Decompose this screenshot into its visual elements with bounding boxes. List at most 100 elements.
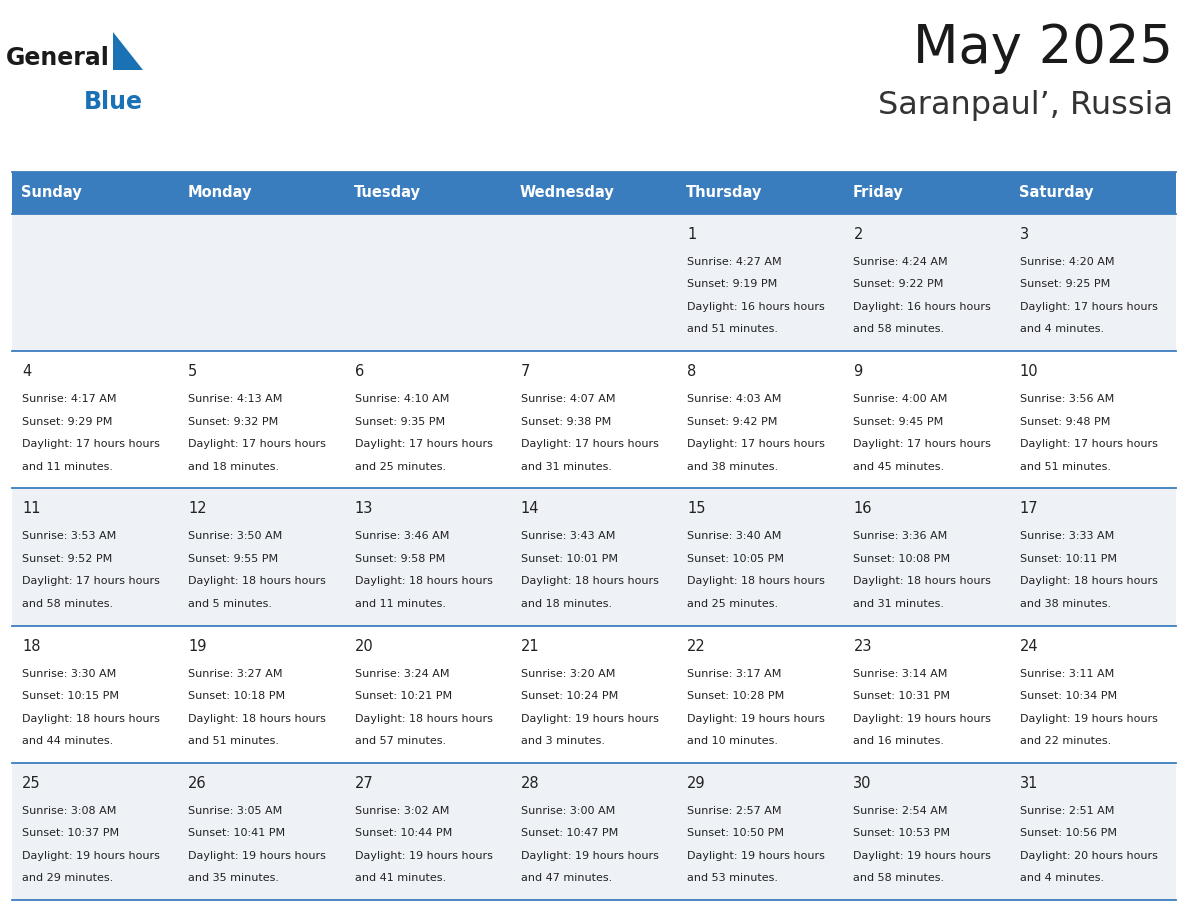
Text: 16: 16 xyxy=(853,501,872,517)
Bar xyxy=(843,214,1010,352)
Text: Sunset: 10:08 PM: Sunset: 10:08 PM xyxy=(853,554,950,564)
Text: Daylight: 19 hours hours: Daylight: 19 hours hours xyxy=(687,851,824,861)
Text: Sunrise: 4:07 AM: Sunrise: 4:07 AM xyxy=(520,394,615,404)
Text: 8: 8 xyxy=(687,364,696,379)
Bar xyxy=(345,214,511,352)
Text: 1: 1 xyxy=(687,227,696,242)
Text: and 29 minutes.: and 29 minutes. xyxy=(23,873,113,883)
Text: Sunrise: 4:10 AM: Sunrise: 4:10 AM xyxy=(354,394,449,404)
Bar xyxy=(511,763,677,900)
Text: 29: 29 xyxy=(687,776,706,790)
Text: Sunrise: 3:02 AM: Sunrise: 3:02 AM xyxy=(354,806,449,816)
Text: Sunset: 10:21 PM: Sunset: 10:21 PM xyxy=(354,691,451,701)
Text: Sunset: 10:53 PM: Sunset: 10:53 PM xyxy=(853,828,950,838)
Bar xyxy=(843,763,1010,900)
Text: and 25 minutes.: and 25 minutes. xyxy=(687,599,778,609)
Text: and 38 minutes.: and 38 minutes. xyxy=(1019,599,1111,609)
Text: Sunset: 9:32 PM: Sunset: 9:32 PM xyxy=(188,417,278,427)
Bar xyxy=(511,172,677,214)
Text: Sunrise: 2:54 AM: Sunrise: 2:54 AM xyxy=(853,806,948,816)
Text: and 51 minutes.: and 51 minutes. xyxy=(687,324,778,334)
Text: and 51 minutes.: and 51 minutes. xyxy=(188,736,279,746)
Text: Saturday: Saturday xyxy=(1019,185,1093,200)
Text: Sunset: 9:55 PM: Sunset: 9:55 PM xyxy=(188,554,278,564)
Text: and 18 minutes.: and 18 minutes. xyxy=(188,462,279,472)
Polygon shape xyxy=(113,32,143,70)
Text: 25: 25 xyxy=(23,776,40,790)
Text: Sunset: 9:22 PM: Sunset: 9:22 PM xyxy=(853,279,943,289)
Text: Sunrise: 4:13 AM: Sunrise: 4:13 AM xyxy=(188,394,283,404)
Text: Sunrise: 3:43 AM: Sunrise: 3:43 AM xyxy=(520,532,615,542)
Bar xyxy=(345,488,511,625)
Text: Sunset: 10:05 PM: Sunset: 10:05 PM xyxy=(687,554,784,564)
Text: Sunset: 10:15 PM: Sunset: 10:15 PM xyxy=(23,691,119,701)
Text: Sunset: 9:35 PM: Sunset: 9:35 PM xyxy=(354,417,444,427)
Text: Sunrise: 3:56 AM: Sunrise: 3:56 AM xyxy=(1019,394,1114,404)
Text: Sunrise: 3:11 AM: Sunrise: 3:11 AM xyxy=(1019,668,1114,678)
Text: 15: 15 xyxy=(687,501,706,517)
Bar xyxy=(511,488,677,625)
Text: Daylight: 19 hours hours: Daylight: 19 hours hours xyxy=(853,713,991,723)
Text: Daylight: 17 hours hours: Daylight: 17 hours hours xyxy=(23,577,160,587)
Text: Sunset: 10:24 PM: Sunset: 10:24 PM xyxy=(520,691,618,701)
Text: Sunrise: 3:24 AM: Sunrise: 3:24 AM xyxy=(354,668,449,678)
Text: Daylight: 17 hours hours: Daylight: 17 hours hours xyxy=(23,439,160,449)
Text: Sunset: 10:31 PM: Sunset: 10:31 PM xyxy=(853,691,950,701)
Text: Daylight: 19 hours hours: Daylight: 19 hours hours xyxy=(520,851,658,861)
Text: Sunset: 10:18 PM: Sunset: 10:18 PM xyxy=(188,691,285,701)
Bar xyxy=(511,352,677,488)
Text: Daylight: 19 hours hours: Daylight: 19 hours hours xyxy=(354,851,493,861)
Text: and 22 minutes.: and 22 minutes. xyxy=(1019,736,1111,746)
Text: Sunrise: 2:57 AM: Sunrise: 2:57 AM xyxy=(687,806,782,816)
Text: and 41 minutes.: and 41 minutes. xyxy=(354,873,446,883)
Bar xyxy=(1010,625,1176,763)
Text: 27: 27 xyxy=(354,776,373,790)
Bar xyxy=(12,172,178,214)
Bar xyxy=(677,214,843,352)
Text: Sunset: 9:52 PM: Sunset: 9:52 PM xyxy=(23,554,112,564)
Text: and 4 minutes.: and 4 minutes. xyxy=(1019,324,1104,334)
Text: and 31 minutes.: and 31 minutes. xyxy=(853,599,944,609)
Bar xyxy=(178,214,345,352)
Text: 31: 31 xyxy=(1019,776,1038,790)
Text: Sunset: 9:58 PM: Sunset: 9:58 PM xyxy=(354,554,444,564)
Text: Sunset: 10:56 PM: Sunset: 10:56 PM xyxy=(1019,828,1117,838)
Text: 6: 6 xyxy=(354,364,364,379)
Text: Daylight: 18 hours hours: Daylight: 18 hours hours xyxy=(354,577,493,587)
Text: Sunrise: 3:14 AM: Sunrise: 3:14 AM xyxy=(853,668,948,678)
Text: and 18 minutes.: and 18 minutes. xyxy=(520,599,612,609)
Bar xyxy=(1010,172,1176,214)
Text: Sunset: 9:19 PM: Sunset: 9:19 PM xyxy=(687,279,777,289)
Text: and 51 minutes.: and 51 minutes. xyxy=(1019,462,1111,472)
Text: Sunrise: 3:36 AM: Sunrise: 3:36 AM xyxy=(853,532,948,542)
Text: Sunrise: 4:00 AM: Sunrise: 4:00 AM xyxy=(853,394,948,404)
Text: Sunday: Sunday xyxy=(21,185,82,200)
Text: 10: 10 xyxy=(1019,364,1038,379)
Text: Blue: Blue xyxy=(84,90,143,114)
Text: Daylight: 17 hours hours: Daylight: 17 hours hours xyxy=(853,439,991,449)
Text: Sunrise: 4:20 AM: Sunrise: 4:20 AM xyxy=(1019,257,1114,267)
Text: Sunset: 10:34 PM: Sunset: 10:34 PM xyxy=(1019,691,1117,701)
Text: and 35 minutes.: and 35 minutes. xyxy=(188,873,279,883)
Text: and 5 minutes.: and 5 minutes. xyxy=(188,599,272,609)
Bar xyxy=(677,172,843,214)
Text: 26: 26 xyxy=(188,776,207,790)
Bar xyxy=(178,172,345,214)
Bar xyxy=(511,625,677,763)
Bar xyxy=(677,763,843,900)
Text: Daylight: 17 hours hours: Daylight: 17 hours hours xyxy=(1019,439,1157,449)
Text: Daylight: 18 hours hours: Daylight: 18 hours hours xyxy=(188,713,327,723)
Text: Daylight: 16 hours hours: Daylight: 16 hours hours xyxy=(687,302,824,312)
Text: Sunrise: 3:05 AM: Sunrise: 3:05 AM xyxy=(188,806,283,816)
Text: Sunset: 10:41 PM: Sunset: 10:41 PM xyxy=(188,828,285,838)
Text: Sunrise: 3:17 AM: Sunrise: 3:17 AM xyxy=(687,668,782,678)
Text: Sunrise: 3:40 AM: Sunrise: 3:40 AM xyxy=(687,532,782,542)
Bar xyxy=(1010,352,1176,488)
Text: 3: 3 xyxy=(1019,227,1029,242)
Text: 4: 4 xyxy=(23,364,31,379)
Text: Sunset: 9:29 PM: Sunset: 9:29 PM xyxy=(23,417,113,427)
Text: Sunset: 10:28 PM: Sunset: 10:28 PM xyxy=(687,691,784,701)
Bar xyxy=(178,625,345,763)
Text: 30: 30 xyxy=(853,776,872,790)
Text: Daylight: 18 hours hours: Daylight: 18 hours hours xyxy=(23,713,160,723)
